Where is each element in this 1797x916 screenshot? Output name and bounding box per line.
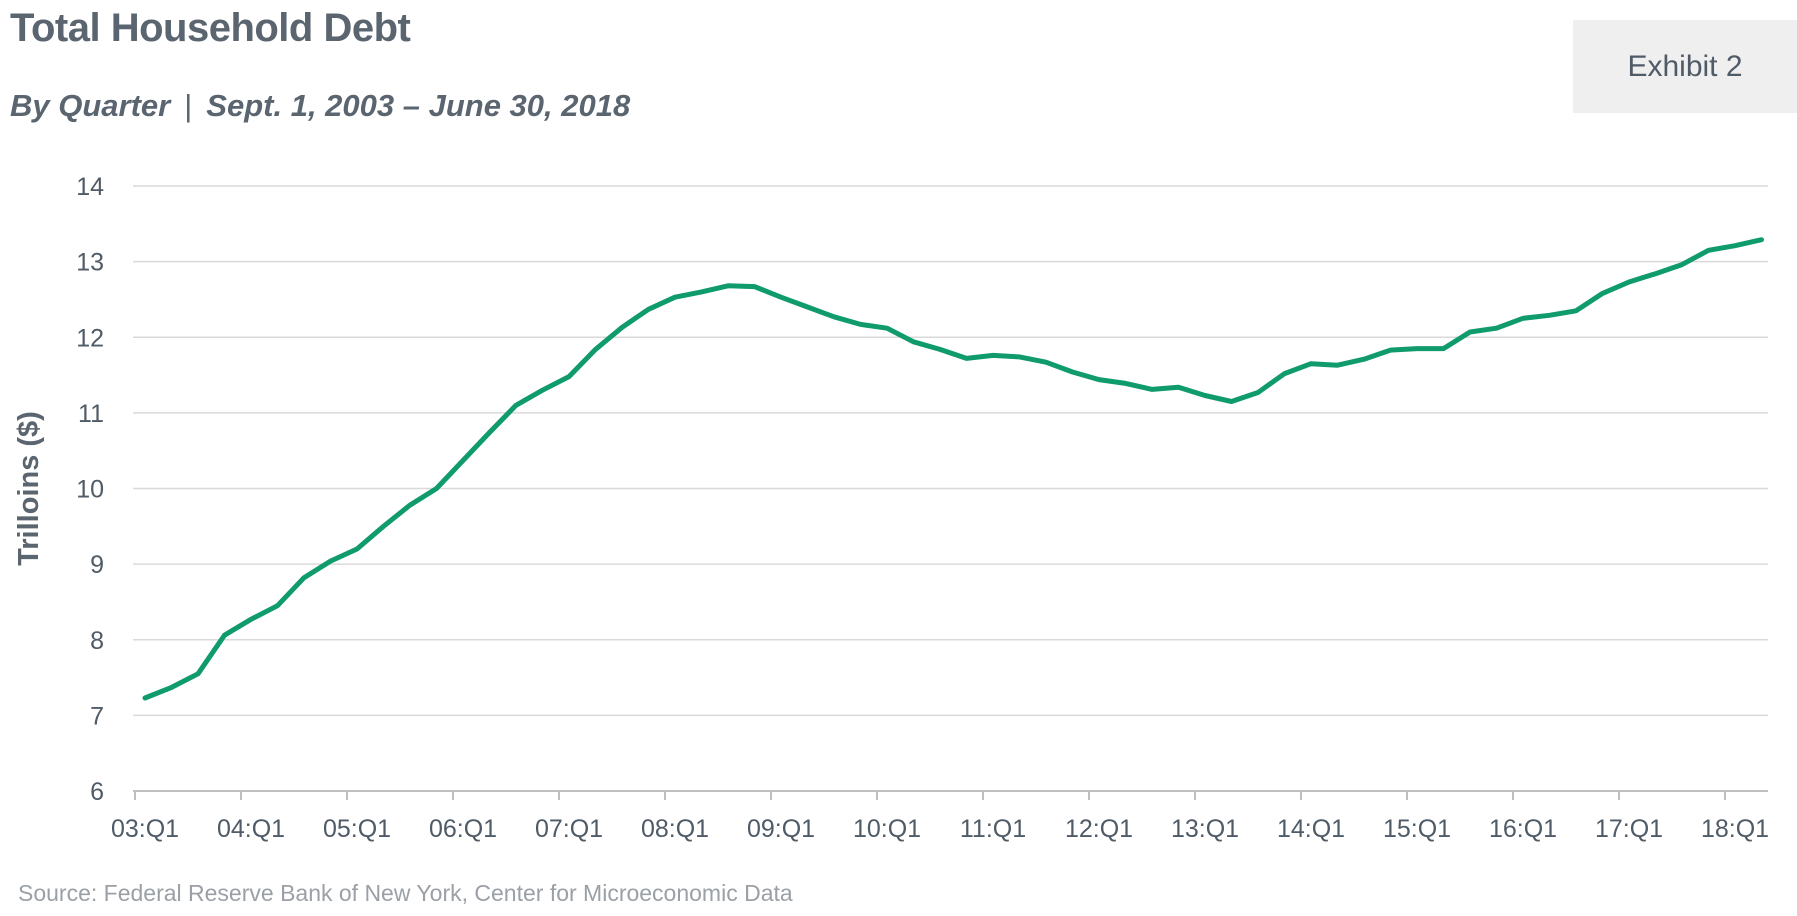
chart-title: Total Household Debt xyxy=(10,6,411,50)
y-tick-label: 10 xyxy=(76,476,104,504)
x-tick-labels: 03:Q1 04:Q1 05:Q1 06:Q1 07:Q1 08:Q1 09:Q1 10:Q1… xyxy=(111,815,1769,843)
y-tick-label: 9 xyxy=(90,551,104,579)
x-tick-label: 07:Q1 xyxy=(535,815,603,843)
x-tick-label: 05:Q1 xyxy=(323,815,391,843)
x-tick-label: 06:Q1 xyxy=(429,815,497,843)
y-tick-label: 13 xyxy=(76,249,104,277)
chart-subtitle: By Quarter | Sept. 1, 2003 – June 30, 2018 xyxy=(10,88,630,124)
x-tick-label: 03:Q1 xyxy=(111,815,179,843)
x-tick-label: 11:Q1 xyxy=(960,815,1026,843)
x-tick-label: 04:Q1 xyxy=(217,815,285,843)
y-tick-label: 14 xyxy=(76,173,104,201)
x-tick-label: 12:Q1 xyxy=(1065,815,1133,843)
y-tick-label: 6 xyxy=(90,778,104,806)
y-tick-label: 8 xyxy=(90,627,104,655)
x-axis xyxy=(133,790,1768,800)
y-axis-label: Trilloins ($) xyxy=(13,411,45,566)
subtitle-separator: | xyxy=(184,88,193,123)
subtitle-date-range: Sept. 1, 2003 – June 30, 2018 xyxy=(206,88,631,123)
source-note: Source: Federal Reserve Bank of New York… xyxy=(18,880,793,906)
y-tick-label: 7 xyxy=(90,702,104,730)
exhibit-badge: Exhibit 2 xyxy=(1573,20,1797,113)
line-chart: 6 7 8 9 10 11 12 13 14 03:Q1 04:Q1 05:Q1 06:Q1 07:Q1… xyxy=(13,173,1769,843)
y-tick-labels: 6 7 8 9 10 11 12 13 14 xyxy=(76,173,104,806)
x-tick-label: 15:Q1 xyxy=(1383,815,1451,843)
x-tick-label: 16:Q1 xyxy=(1489,815,1557,843)
grid-lines xyxy=(133,185,1768,717)
x-tick-label: 09:Q1 xyxy=(747,815,815,843)
x-tick-label: 10:Q1 xyxy=(853,815,921,843)
x-tick-label: 08:Q1 xyxy=(641,815,709,843)
y-tick-label: 11 xyxy=(78,400,104,428)
x-tick-label: 13:Q1 xyxy=(1171,815,1239,843)
subtitle-period: By Quarter xyxy=(10,88,171,123)
x-tick-label: 17:Q1 xyxy=(1595,815,1663,843)
y-tick-label: 12 xyxy=(76,324,104,352)
x-tick-label: 18:Q1 xyxy=(1701,815,1769,843)
x-tick-label: 14:Q1 xyxy=(1277,815,1345,843)
series-line xyxy=(142,237,1764,701)
